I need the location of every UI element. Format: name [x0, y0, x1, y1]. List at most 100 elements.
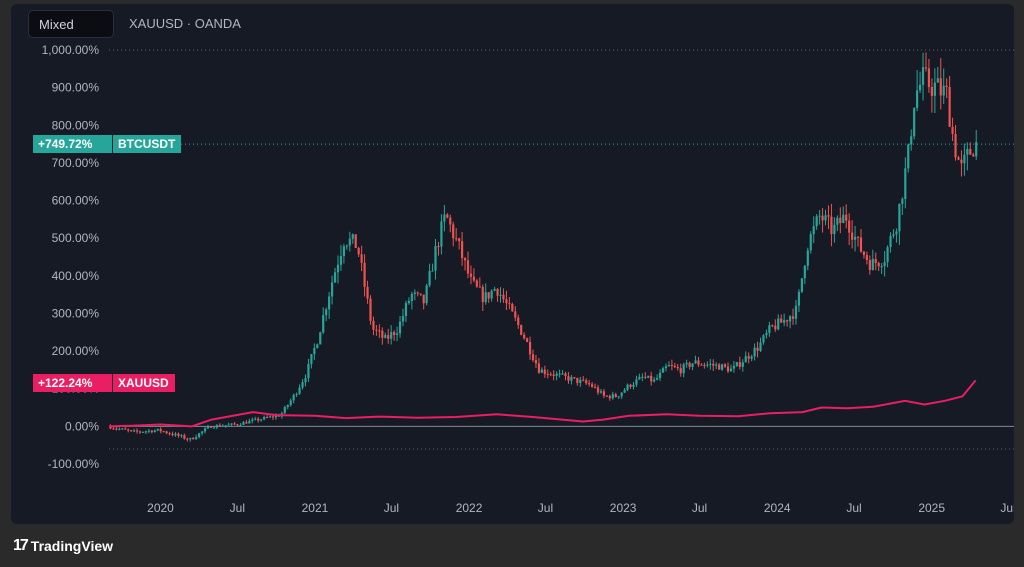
btc-candle-body [419, 293, 422, 295]
btc-candle-body [966, 148, 969, 155]
btc-candle-body [283, 407, 286, 414]
btc-candle-body [827, 215, 830, 217]
btc-candle-body [963, 154, 966, 164]
btc-candle-body [605, 395, 608, 397]
btc-candle-body [209, 426, 213, 428]
btc-candle-body [511, 303, 514, 312]
chart-canvas[interactable]: -100.00%0.00%100.00%200.00%300.00%400.00… [11, 4, 1014, 524]
btc-candle-body [951, 126, 954, 134]
btc-candle-body [877, 263, 880, 267]
btc-candle-body [342, 246, 346, 256]
btc-candle-body [395, 333, 399, 335]
btc-candle-body [144, 431, 148, 433]
btc-candle-body [502, 294, 505, 300]
btc-candle-body [735, 362, 738, 366]
x-tick-label: Jul [384, 501, 399, 515]
btc-candle-body [650, 375, 653, 382]
btc-candle-body [706, 364, 709, 366]
btc-candle-body [499, 294, 502, 296]
btc-candle-body [431, 270, 434, 272]
btc-candle-body [215, 425, 218, 428]
btc-candle-body [608, 395, 611, 399]
btc-candle-body [422, 294, 425, 304]
btc-candle-body [658, 372, 662, 379]
btc-candle-body [661, 368, 665, 373]
x-tick-label: Jul [1000, 501, 1014, 515]
btc-candle-body [851, 232, 854, 240]
btc-candle-body [809, 234, 812, 251]
xau-series-name-tag: XAUUSD [113, 374, 175, 393]
btc-candle-body [664, 366, 668, 369]
btc-candle-body [596, 387, 600, 393]
btc-candle-body [393, 332, 396, 335]
btc-candle-body [694, 360, 697, 364]
y-tick-label: 300.00% [52, 306, 100, 320]
btc-candle-body [333, 272, 337, 283]
btc-candle-body [567, 376, 570, 381]
btc-candle-body [236, 424, 239, 426]
btc-candle-body [195, 437, 198, 440]
btc-candle-body [404, 303, 408, 317]
x-tick-label: 2020 [147, 501, 174, 515]
btc-candle-body [573, 377, 576, 379]
btc-candle-body [487, 292, 490, 299]
btc-candle-body [534, 360, 538, 364]
btc-candle-body [579, 379, 582, 383]
btc-candle-body [265, 416, 269, 418]
btc-candle-body [141, 431, 145, 433]
btc-candle-body [815, 216, 818, 227]
btc-candle-body [898, 203, 901, 232]
btc-candle-body [620, 392, 623, 397]
btc-candle-body [871, 258, 874, 270]
btc-candle-body [171, 433, 174, 436]
btc-candle-body [927, 68, 931, 87]
btc-candle-body [378, 330, 381, 332]
btc-candle-body [812, 226, 815, 235]
y-tick-label: -100.00% [48, 457, 100, 471]
btc-candle-body [576, 377, 579, 383]
x-tick-label: 2021 [302, 501, 329, 515]
x-tick-label: 2022 [456, 501, 483, 515]
btc-candle-body [203, 428, 207, 432]
btc-candle-body [924, 67, 928, 69]
btc-candle-body [921, 67, 925, 85]
btc-candle-body [251, 419, 254, 421]
btc-candle-body [245, 422, 248, 424]
btc-candle-body [602, 391, 606, 396]
btc-candle-body [753, 347, 756, 357]
tradingview-brand[interactable]: 17 TradingView [13, 537, 113, 555]
btc-candle-body [549, 374, 552, 376]
btc-candle-body [133, 430, 136, 432]
btc-candle-body [948, 86, 951, 127]
btc-candle-body [174, 433, 177, 436]
btc-candle-body [135, 430, 139, 432]
btc-candle-body [585, 380, 588, 384]
btc-candle-body [177, 433, 180, 436]
btc-candle-body [189, 438, 192, 440]
btc-candle-body [520, 325, 523, 335]
btc-candle-body [797, 291, 801, 306]
btc-candle-body [254, 418, 257, 420]
price-mode-button[interactable]: Mixed [28, 10, 114, 38]
btc-candle-body [588, 383, 591, 385]
btc-candle-body [384, 335, 387, 338]
btc-candle-body [239, 424, 242, 426]
btc-candle-body [416, 292, 419, 294]
btc-candle-body [862, 251, 866, 256]
xau-series-line [108, 379, 977, 428]
btc-candle-body [830, 216, 833, 235]
tradingview-logo-icon: 17 [13, 537, 29, 554]
btc-candle-body [248, 420, 251, 424]
y-tick-label: 500.00% [52, 231, 100, 245]
chart-panel: -100.00%0.00%100.00%200.00%300.00%400.00… [11, 4, 1014, 524]
btc-candle-body [679, 368, 682, 374]
btc-candle-body [304, 378, 307, 383]
btc-candle-body [874, 258, 877, 264]
btc-candle-body [744, 356, 747, 363]
btc-candle-body [369, 298, 372, 321]
btc-candle-body [150, 430, 153, 433]
btc-candle-body [313, 347, 316, 355]
x-tick-label: 2024 [764, 501, 791, 515]
btc-candle-body [233, 423, 236, 425]
y-tick-label: 600.00% [52, 194, 100, 208]
